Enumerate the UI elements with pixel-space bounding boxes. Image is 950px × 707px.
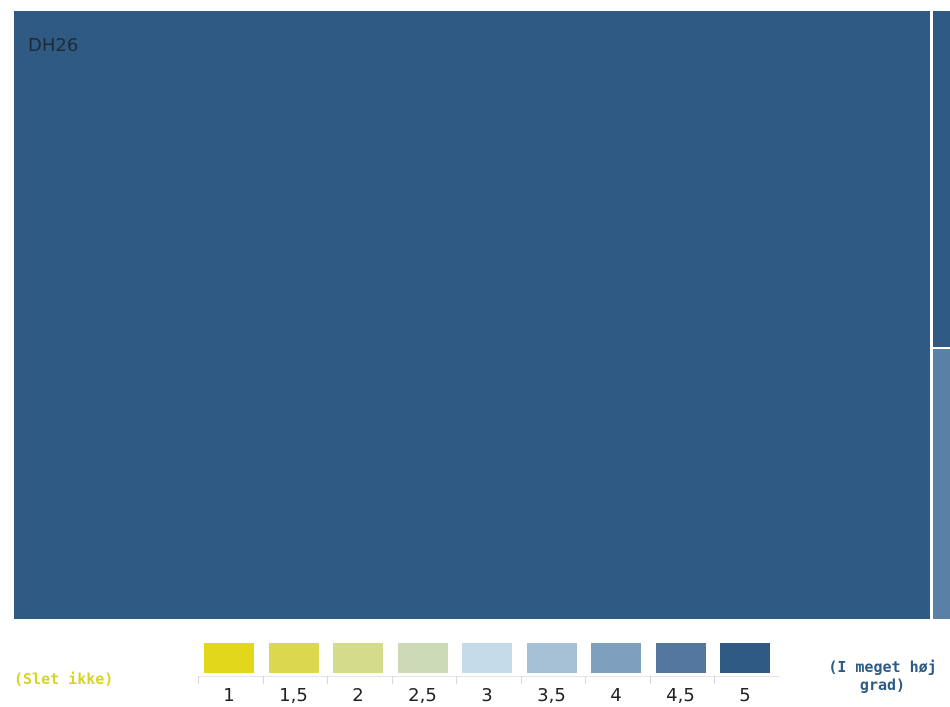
legend-step-label: 1 [223, 685, 235, 706]
legend-tick [456, 676, 457, 684]
legend-step-label: 4,5 [666, 685, 695, 706]
legend-tick [649, 676, 651, 684]
legend-tick [585, 676, 586, 684]
legend-tick [262, 676, 264, 684]
treemap-tile[interactable] [14, 11, 930, 619]
legend-tick [391, 676, 393, 684]
treemap-tile-label: DH26 [28, 35, 78, 56]
legend-start-label: (Slet ikke) [14, 670, 114, 688]
treemap-chart: DH26 [14, 11, 950, 619]
legend-step-label: 1,5 [279, 685, 308, 706]
legend-tick [198, 676, 199, 684]
legend-swatch [204, 643, 254, 673]
treemap-tile[interactable] [933, 349, 950, 619]
legend-swatch [526, 643, 577, 673]
legend-step-label: 3 [481, 685, 493, 706]
legend-swatch [462, 643, 512, 673]
legend-tick [327, 676, 328, 684]
legend-swatch [268, 643, 319, 673]
legend-step-label: 3,5 [537, 685, 566, 706]
legend-step-label: 2,5 [408, 685, 437, 706]
legend-tick [520, 676, 522, 684]
legend-swatch [397, 643, 448, 673]
legend-swatch [333, 643, 383, 673]
legend-step-label: 4 [610, 685, 622, 706]
legend-step-label: 2 [352, 685, 364, 706]
treemap-tile[interactable] [933, 11, 950, 347]
legend-baseline [198, 676, 780, 677]
legend-swatch [591, 643, 641, 673]
color-legend: (Slet ikke) (I meget høj grad) 1 1,5 2 2,5 3… [0, 630, 950, 707]
legend-step-label: 5 [739, 685, 751, 706]
legend-tick [714, 676, 715, 684]
legend-swatch [655, 643, 706, 673]
legend-swatch [720, 643, 770, 673]
legend-end-label: (I meget høj grad) [828, 658, 937, 694]
